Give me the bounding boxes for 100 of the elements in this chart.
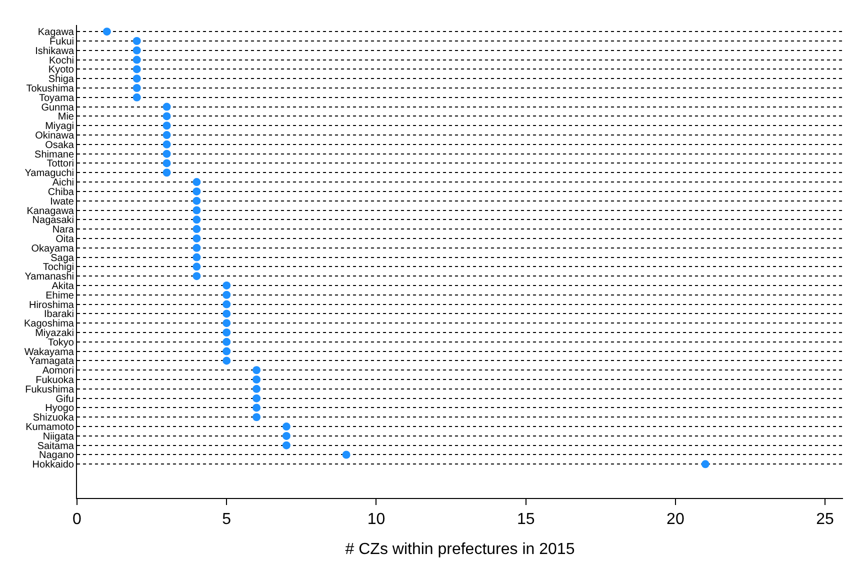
- x-tick-label: 0: [72, 511, 82, 528]
- point: [701, 460, 710, 468]
- point: [282, 422, 290, 431]
- point: [192, 262, 201, 271]
- y-tick-label: Kumamoto: [26, 422, 74, 434]
- point: [222, 290, 231, 299]
- y-tick-label: Shizuoka: [32, 412, 74, 424]
- y-tick-label: Mie: [58, 112, 74, 123]
- y-tick-label: Fukui: [50, 36, 74, 48]
- point: [132, 74, 141, 83]
- point: [162, 140, 171, 148]
- point: [252, 413, 261, 422]
- point: [192, 187, 201, 196]
- y-tick-label: Wakayama: [24, 346, 74, 358]
- y-tick-label: Yamagata: [29, 356, 74, 368]
- y-tick-label: Osaka: [45, 140, 74, 151]
- y-tick-label: Saitama: [37, 440, 74, 452]
- point: [192, 196, 201, 205]
- y-tick-label: Fukushima: [25, 384, 74, 396]
- y-tick-label: Chiba: [48, 186, 74, 198]
- y-tick-label: Hiroshima: [28, 300, 74, 311]
- y-tick-label: Kyoto: [48, 64, 74, 76]
- point: [222, 310, 231, 318]
- y-tick-label: Hyogo: [45, 403, 74, 414]
- point: [132, 46, 141, 54]
- y-tick-label: Gunma: [41, 102, 74, 114]
- y-tick-label: Nara: [52, 224, 74, 236]
- y-tick-label: Shiga: [48, 74, 74, 86]
- y-tick-label: Ehime: [46, 290, 74, 302]
- y-tick-label: Aichi: [52, 178, 74, 189]
- point: [252, 394, 261, 402]
- y-tick-label: Oita: [56, 234, 74, 245]
- y-tick-label: Fukuoka: [36, 375, 74, 386]
- point: [132, 84, 141, 92]
- point: [222, 347, 231, 356]
- y-tick-label: Miyagi: [45, 121, 74, 132]
- y-tick-label: Nagasaki: [32, 215, 74, 226]
- y-tick-label: Ishikawa: [35, 46, 74, 57]
- y-tick-label: Kochi: [48, 55, 74, 66]
- y-tick-label: Toyama: [38, 92, 74, 104]
- y-tick-label: Ibaraki: [44, 309, 74, 320]
- x-tick-label: 25: [816, 511, 834, 528]
- y-tick-label: Kagawa: [38, 27, 74, 38]
- point: [162, 168, 171, 177]
- y-tick-label: Aomori: [42, 366, 74, 377]
- point: [192, 178, 201, 186]
- point: [192, 234, 201, 242]
- point: [162, 122, 171, 130]
- point: [222, 319, 231, 328]
- y-tick-label: Miyazaki: [35, 328, 74, 339]
- point: [192, 253, 201, 262]
- point: [162, 159, 171, 168]
- y-tick-label: Kanagawa: [26, 206, 74, 217]
- point: [192, 206, 201, 214]
- point: [192, 244, 201, 252]
- point: [222, 281, 231, 290]
- point: [222, 338, 231, 346]
- point: [132, 36, 141, 45]
- point: [192, 225, 201, 234]
- point: [252, 376, 261, 384]
- point: [222, 328, 231, 336]
- point: [282, 441, 290, 450]
- x-tick-label: 15: [516, 511, 535, 528]
- y-tick-label: Yamanashi: [24, 272, 74, 283]
- point: [132, 65, 141, 74]
- y-tick-label: Saga: [50, 252, 74, 264]
- y-tick-label: Tottori: [46, 158, 74, 170]
- point: [192, 272, 201, 280]
- point: [132, 93, 141, 102]
- point: [162, 102, 171, 111]
- y-tick-label: Tochigi: [42, 262, 74, 274]
- point: [162, 131, 171, 140]
- y-tick-label: Gifu: [56, 394, 74, 405]
- point: [342, 450, 350, 459]
- point: [222, 356, 231, 365]
- point: [192, 216, 201, 224]
- point: [252, 404, 261, 412]
- y-tick-label: Tokyo: [48, 337, 74, 348]
- point: [282, 432, 290, 440]
- y-tick-label: Niigata: [42, 431, 74, 442]
- x-tick-label: 20: [666, 511, 684, 528]
- point: [252, 366, 261, 374]
- y-tick-label: Akita: [52, 280, 74, 292]
- x-axis-title: # CZs within prefectures in 2015: [345, 540, 575, 558]
- point: [102, 28, 111, 36]
- y-tick-label: Kagoshima: [24, 318, 74, 330]
- point: [132, 56, 141, 64]
- y-tick-label: Shimane: [34, 149, 74, 160]
- y-tick-label: Hokkaido: [32, 460, 74, 471]
- point: [222, 300, 231, 308]
- y-tick-label: Tokushima: [26, 84, 74, 94]
- point: [162, 112, 171, 120]
- x-tick-label: 5: [222, 511, 232, 528]
- x-tick-label: 10: [367, 511, 386, 528]
- y-tick-label: Iwate: [50, 196, 74, 208]
- point: [252, 384, 261, 393]
- y-tick-label: Nagano: [38, 450, 74, 462]
- point: [162, 150, 171, 158]
- y-tick-label: Yamaguchi: [24, 168, 74, 180]
- y-tick-label: Okinawa: [35, 130, 74, 142]
